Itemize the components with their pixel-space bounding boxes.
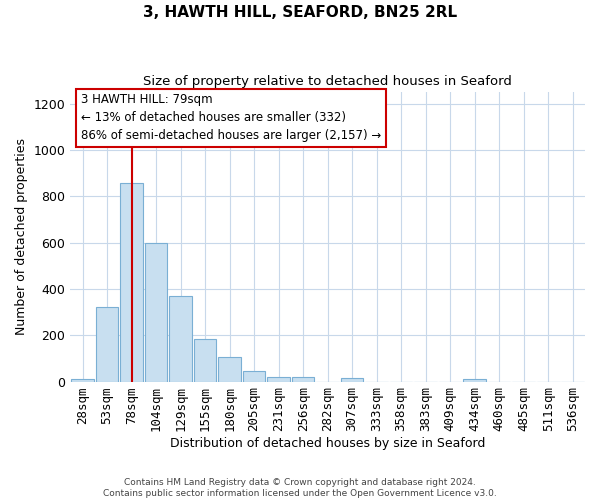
Text: 3, HAWTH HILL, SEAFORD, BN25 2RL: 3, HAWTH HILL, SEAFORD, BN25 2RL: [143, 5, 457, 20]
Bar: [145, 242, 167, 382]
Bar: [218, 358, 241, 382]
X-axis label: Distribution of detached houses by size in Seaford: Distribution of detached houses by size …: [170, 437, 485, 450]
Bar: [194, 338, 217, 382]
Bar: [341, 378, 364, 382]
Title: Size of property relative to detached houses in Seaford: Size of property relative to detached ho…: [143, 75, 512, 88]
Bar: [292, 377, 314, 382]
Bar: [96, 308, 118, 382]
Text: 3 HAWTH HILL: 79sqm
← 13% of detached houses are smaller (332)
86% of semi-detac: 3 HAWTH HILL: 79sqm ← 13% of detached ho…: [80, 94, 381, 142]
Bar: [71, 379, 94, 382]
Text: Contains HM Land Registry data © Crown copyright and database right 2024.
Contai: Contains HM Land Registry data © Crown c…: [103, 478, 497, 498]
Bar: [243, 370, 265, 382]
Y-axis label: Number of detached properties: Number of detached properties: [15, 138, 28, 336]
Bar: [169, 296, 192, 382]
Bar: [120, 184, 143, 382]
Bar: [268, 377, 290, 382]
Bar: [463, 380, 486, 382]
